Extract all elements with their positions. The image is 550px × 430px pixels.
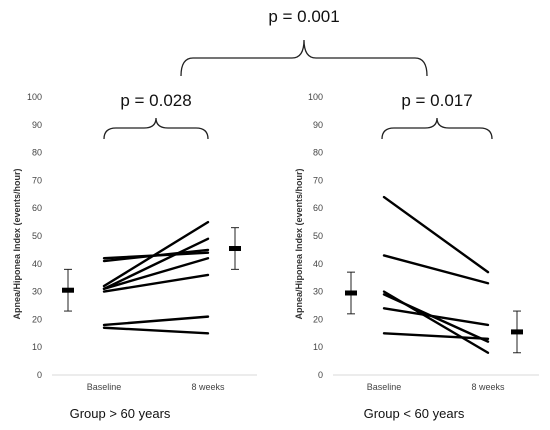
panel-comparison-brace	[103, 117, 209, 140]
mean-marker	[511, 329, 523, 335]
y-tick-label: 70	[32, 175, 42, 185]
y-tick-label: 90	[32, 120, 42, 130]
mean-marker	[62, 287, 74, 293]
patient-line	[102, 237, 210, 291]
y-tick-label: 50	[313, 231, 323, 241]
y-tick-label: 80	[313, 148, 323, 158]
panel-p-value: p = 0.028	[120, 91, 191, 110]
panel-p-value: p = 0.017	[401, 91, 472, 110]
y-tick-label: 30	[313, 287, 323, 297]
patient-line	[382, 332, 490, 341]
x-category-label: Baseline	[367, 382, 402, 392]
y-tick-label: 0	[37, 370, 42, 380]
group-label: Group > 60 years	[70, 406, 171, 421]
y-tick-label: 40	[313, 259, 323, 269]
patient-line	[102, 220, 210, 288]
x-category-label: Baseline	[87, 382, 122, 392]
patient-line	[382, 307, 490, 327]
y-tick-label: 100	[27, 92, 42, 102]
y-axis-label: Apnea/Hiponea Index (events/hour)	[12, 168, 22, 319]
group-label: Group < 60 years	[364, 406, 465, 421]
y-tick-label: 10	[32, 342, 42, 352]
patient-line	[102, 257, 210, 291]
y-tick-label: 50	[32, 231, 42, 241]
y-tick-label: 30	[32, 287, 42, 297]
patient-line	[382, 195, 490, 274]
patient-line	[102, 251, 210, 260]
panel-2: 0 10 20 30 40 50 60 70 80 90 100 Apnea/Hiponea Inde…	[294, 91, 539, 421]
patient-line	[102, 326, 210, 335]
y-tick-label: 10	[313, 342, 323, 352]
y-tick-label: 80	[32, 148, 42, 158]
y-tick-label: 70	[313, 175, 323, 185]
y-tick-label: 100	[308, 92, 323, 102]
x-category-label: 8 weeks	[471, 382, 505, 392]
y-tick-label: 0	[318, 370, 323, 380]
y-tick-label: 60	[313, 203, 323, 213]
y-axis-label: Apnea/Hiponea Index (events/hour)	[294, 168, 304, 319]
y-tick-label: 20	[32, 314, 42, 324]
mean-marker	[345, 290, 357, 296]
patient-line	[102, 315, 210, 327]
x-category-label: 8 weeks	[191, 382, 225, 392]
y-tick-label: 90	[313, 120, 323, 130]
y-tick-label: 20	[313, 314, 323, 324]
overall-p-value: p = 0.001	[268, 7, 339, 26]
y-tick-label: 40	[32, 259, 42, 269]
patient-line	[382, 254, 490, 285]
patient-line	[102, 273, 210, 293]
y-tick-label: 60	[32, 203, 42, 213]
panel-1: 0 10 20 30 40 50 60 70 80 90 100 Apnea/Hiponea Inde…	[12, 91, 257, 421]
patient-line	[382, 293, 490, 343]
mean-marker	[229, 246, 241, 252]
panel-comparison-brace	[381, 117, 493, 140]
overall-comparison-brace	[180, 39, 428, 77]
